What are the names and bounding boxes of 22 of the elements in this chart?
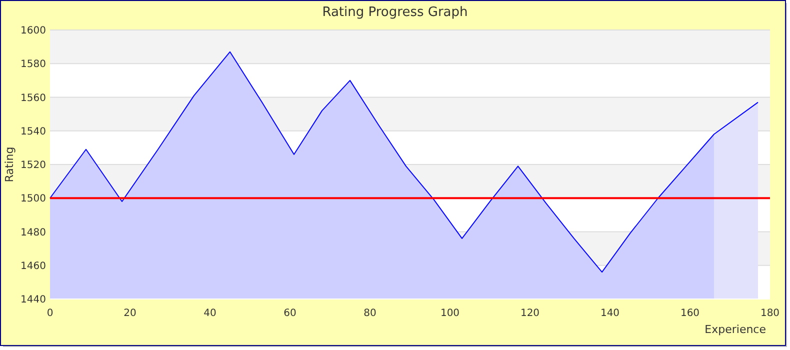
y-tick-label: 1480 (20, 227, 46, 238)
y-tick-label: 1600 (20, 26, 46, 36)
x-tick-label: 160 (680, 308, 700, 319)
y-tick-label: 1460 (20, 260, 46, 272)
x-tick-label: 20 (124, 308, 136, 319)
y-tick-label: 1580 (20, 59, 46, 70)
y-tick-label: 1440 (20, 294, 46, 306)
y-tick-label: 1540 (20, 126, 46, 138)
y-tick-label: 1520 (20, 160, 46, 171)
y-tick-label: 1500 (20, 194, 46, 205)
x-tick-label: 120 (520, 308, 540, 319)
x-tick-label: 180 (760, 308, 780, 319)
x-tick-label: 60 (284, 308, 296, 319)
y-axis-title: Rating (3, 146, 16, 182)
x-axis-title: Experience (704, 323, 766, 336)
x-tick-label: 80 (364, 308, 376, 319)
x-tick-label: 0 (46, 308, 54, 319)
y-tick-label: 1560 (20, 92, 46, 104)
x-tick-label: 100 (440, 308, 460, 319)
x-tick-label: 40 (204, 308, 216, 319)
x-tick-label: 140 (600, 308, 620, 319)
chart-title: Rating Progress Graph (322, 5, 468, 20)
